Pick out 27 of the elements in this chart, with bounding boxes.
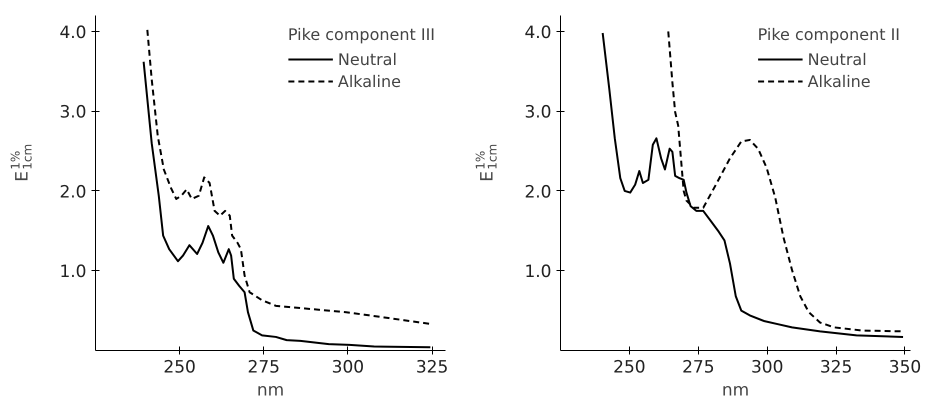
y-tick-label: 2.0 (59, 182, 87, 202)
x-axis-title: nm (722, 380, 750, 400)
y-axis-title: E1%1cm (474, 144, 500, 182)
x-tick-label: 275 (248, 358, 280, 378)
y-tick-label: 4.0 (59, 22, 87, 43)
x-tick-label: 300 (750, 358, 784, 378)
x-axis-title: nm (256, 380, 284, 400)
x-tick-label: 325 (416, 358, 448, 378)
y-tick-label: 4.0 (524, 22, 552, 43)
legend-label: Alkaline (338, 72, 401, 90)
x-tick-label: 325 (820, 358, 852, 378)
legend-label: Alkaline (808, 72, 871, 90)
legend-label: Neutral (338, 50, 397, 68)
x-tick-label: 275 (682, 358, 715, 378)
x-tick-label: 300 (332, 358, 364, 378)
y-tick-label: 3.0 (59, 102, 87, 123)
y-axis-title: E1%1cm (8, 144, 34, 182)
x-tick-label: 350 (888, 358, 922, 378)
legend-title: Pike component II (758, 25, 900, 44)
legend-label: Neutral (808, 50, 867, 68)
y-tick-label: 1.0 (59, 262, 87, 282)
y-tick-label: 2.0 (524, 182, 552, 202)
x-tick-label: 250 (613, 358, 646, 378)
y-tick-label: 1.0 (524, 262, 552, 282)
y-tick-label: 3.0 (524, 102, 552, 123)
legend-title: Pike component III (288, 25, 435, 44)
x-tick-label: 250 (163, 358, 196, 378)
